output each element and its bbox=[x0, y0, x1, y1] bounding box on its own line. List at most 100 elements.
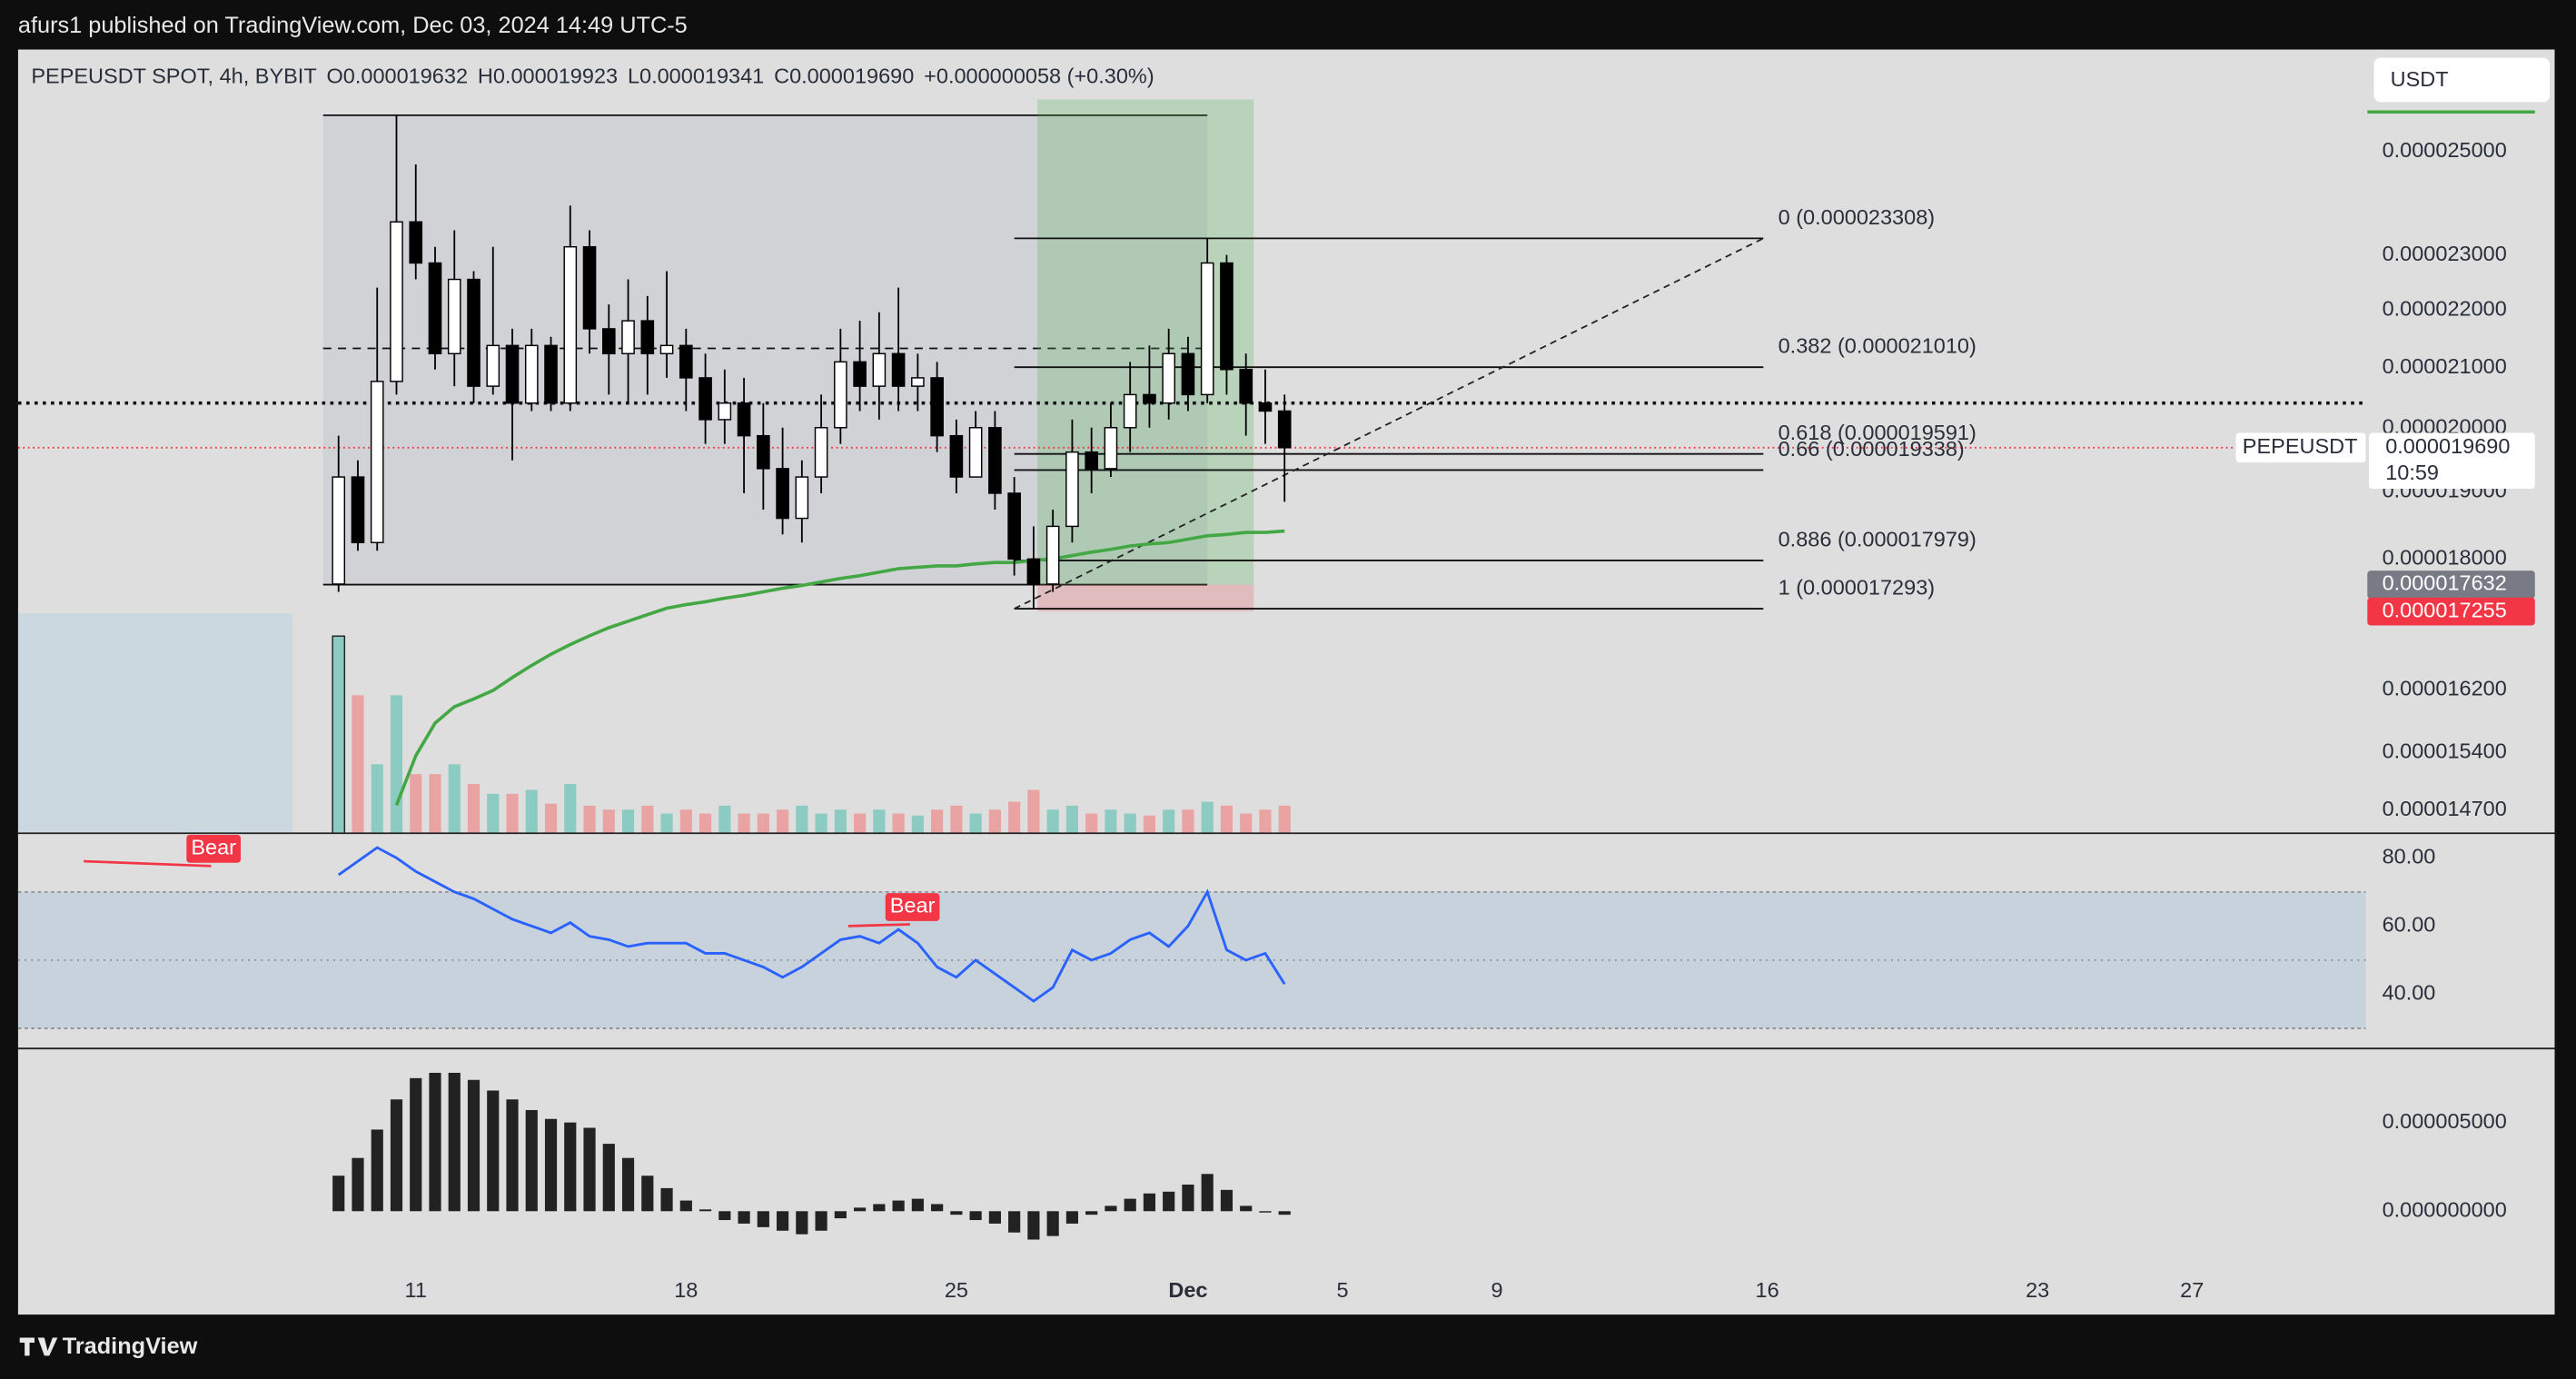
candle-body bbox=[390, 221, 403, 382]
macd-bar bbox=[698, 1209, 712, 1212]
fib-label: 0 (0.000023308) bbox=[1778, 205, 1935, 229]
macd-bar bbox=[854, 1207, 867, 1212]
candle-body bbox=[930, 377, 944, 437]
price-tick-label: 0.000022000 bbox=[2383, 296, 2507, 320]
macd-bar bbox=[1124, 1198, 1136, 1212]
candle-body bbox=[1026, 558, 1041, 585]
rsi-tick-label: 60.00 bbox=[2383, 913, 2436, 937]
candle-body bbox=[582, 245, 597, 330]
macd-bar bbox=[621, 1157, 635, 1212]
last-price-badge bbox=[2369, 432, 2535, 490]
volume-bar bbox=[1182, 809, 1194, 834]
macd-bar bbox=[1008, 1211, 1021, 1233]
macd-bar bbox=[641, 1176, 654, 1212]
volume-bar bbox=[679, 809, 692, 834]
last-price-label: 0.000019690 bbox=[2385, 434, 2510, 458]
position-stop bbox=[1037, 584, 1254, 612]
macd-bar bbox=[1143, 1193, 1156, 1212]
macd-bar bbox=[969, 1211, 982, 1221]
fib-label: 0.886 (0.000017979) bbox=[1778, 527, 1977, 551]
time-tick-label: 25 bbox=[945, 1278, 968, 1302]
ohlc-low: L0.000019341 bbox=[628, 64, 764, 87]
price-tick-label: 0.000016200 bbox=[2383, 676, 2507, 699]
volume-bar bbox=[1124, 813, 1136, 834]
rsi-band bbox=[17, 891, 2366, 1029]
volume-bar bbox=[969, 813, 982, 834]
ohlc-high: H0.000019923 bbox=[478, 64, 618, 87]
fib-trend bbox=[1014, 237, 1764, 610]
candle-body bbox=[505, 344, 520, 404]
volume-bar bbox=[621, 809, 635, 834]
time-tick-label: 23 bbox=[2026, 1278, 2049, 1302]
volume-bar bbox=[660, 813, 673, 834]
candle-body bbox=[988, 427, 1002, 494]
price-tick-label: 0.000018000 bbox=[2383, 546, 2507, 570]
price-tick-label: 0.000014700 bbox=[2383, 797, 2507, 820]
price-tick-label: 0.000015400 bbox=[2383, 739, 2507, 763]
ohlc-open: O0.000019632 bbox=[327, 64, 469, 87]
time-tick-label: 16 bbox=[1756, 1278, 1779, 1302]
volume-bar bbox=[429, 774, 441, 834]
fib-label: 0.618 (0.000019591) bbox=[1778, 421, 1977, 444]
candle-body bbox=[1065, 451, 1079, 528]
candle-body bbox=[679, 344, 693, 379]
candle-body bbox=[467, 278, 481, 387]
macd-bar bbox=[892, 1200, 905, 1212]
macd-bar bbox=[950, 1211, 963, 1215]
currency-label[interactable]: USDT bbox=[2391, 67, 2449, 91]
candle-body bbox=[949, 434, 964, 478]
macd-bar bbox=[1105, 1205, 1117, 1212]
candle-body bbox=[447, 278, 461, 355]
fib-label: 0.382 (0.000021010) bbox=[1778, 334, 1977, 358]
volume-bar bbox=[506, 793, 519, 834]
macd-bar bbox=[1220, 1189, 1234, 1212]
macd-bar bbox=[390, 1099, 403, 1212]
candle-body bbox=[1045, 525, 1060, 585]
volume-bar bbox=[641, 805, 654, 834]
macd-bar bbox=[1065, 1211, 1079, 1224]
time-tick-label: 11 bbox=[405, 1278, 427, 1302]
volume-bar bbox=[911, 815, 924, 834]
price-badge bbox=[2367, 597, 2535, 626]
candle-body bbox=[1181, 352, 1195, 396]
footer-bar bbox=[0, 1315, 2576, 1379]
candle-body bbox=[834, 361, 847, 429]
macd-bar bbox=[1240, 1205, 1253, 1212]
volume-bar bbox=[448, 764, 461, 834]
macd-bar bbox=[931, 1204, 944, 1212]
candle-body bbox=[968, 427, 983, 478]
macd-bar bbox=[564, 1122, 577, 1212]
macd-bar bbox=[544, 1118, 558, 1212]
macd-bar bbox=[776, 1211, 789, 1231]
candle-body bbox=[1143, 393, 1156, 404]
macd-bar bbox=[1163, 1191, 1175, 1212]
macd-bar bbox=[718, 1211, 731, 1221]
candle-body bbox=[776, 468, 789, 520]
time-tick-label: Dec bbox=[1168, 1278, 1207, 1302]
macd-bar bbox=[525, 1109, 538, 1212]
macd-bar bbox=[1201, 1174, 1214, 1212]
volume-bar bbox=[988, 809, 1001, 834]
candle-body bbox=[1200, 262, 1214, 396]
macd-bar bbox=[757, 1211, 769, 1227]
candle-body bbox=[1239, 369, 1253, 404]
volume-bar bbox=[352, 695, 364, 834]
volume-bar bbox=[834, 809, 847, 834]
volume-bar bbox=[1027, 789, 1040, 834]
volume-bar bbox=[1201, 801, 1214, 834]
macd-bar bbox=[448, 1072, 461, 1212]
ohlc-close: C0.000019690 bbox=[774, 64, 914, 87]
rsi-line bbox=[337, 846, 1286, 1003]
candle-body bbox=[428, 262, 442, 355]
currency-button[interactable] bbox=[2373, 57, 2551, 103]
pre-range-zone bbox=[17, 612, 292, 834]
plot-layer: 0 (0.000023308) 0.382 (0.000021010) 0.618 … bbox=[17, 99, 2535, 1302]
divergence-line bbox=[847, 923, 910, 928]
volume-bar bbox=[1220, 805, 1234, 834]
volume-bar bbox=[1008, 801, 1021, 834]
volume-bar bbox=[718, 805, 731, 834]
candle-body bbox=[1277, 410, 1292, 449]
brand-logo bbox=[19, 1337, 58, 1356]
candle-body bbox=[891, 352, 906, 387]
